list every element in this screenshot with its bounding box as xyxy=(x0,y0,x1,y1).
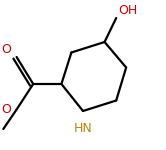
Text: OH: OH xyxy=(118,4,137,17)
Text: O: O xyxy=(2,103,12,116)
Text: HN: HN xyxy=(74,123,92,135)
Text: O: O xyxy=(2,43,12,56)
